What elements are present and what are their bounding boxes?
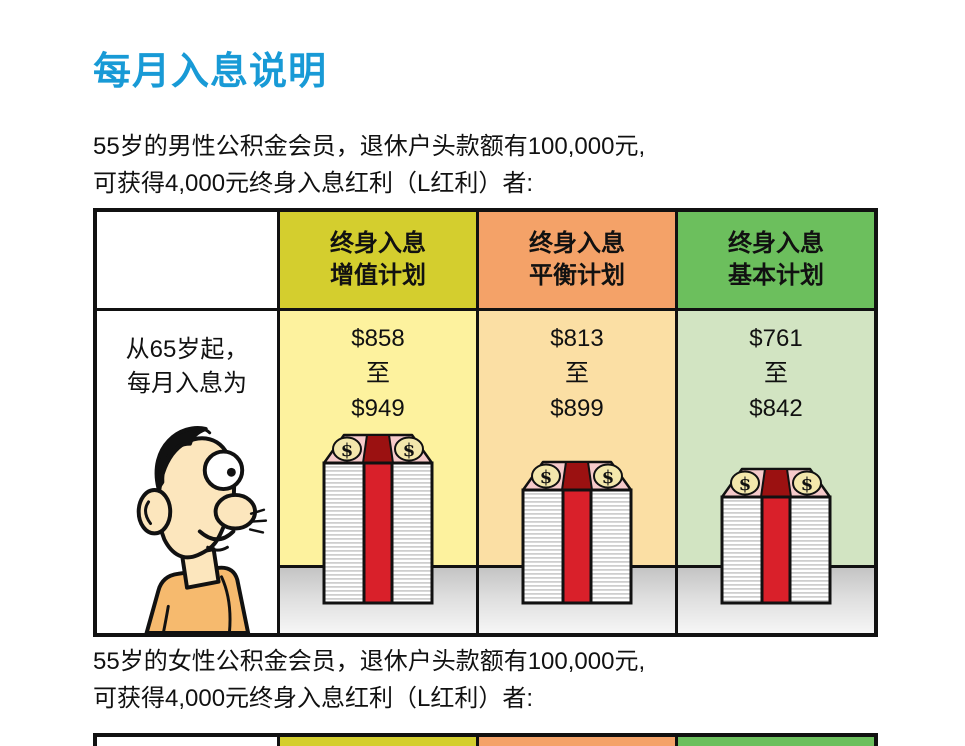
plan-name-line2: 平衡计划 bbox=[529, 262, 625, 289]
plan-name-line2: 增值计划 bbox=[330, 262, 426, 289]
plan-name-line1: 终身入息 bbox=[728, 230, 824, 257]
svg-text:$: $ bbox=[801, 474, 814, 495]
payout-min: $813 bbox=[550, 325, 604, 352]
cartoon-man-illustration bbox=[136, 426, 268, 633]
payout-max: $842 bbox=[749, 395, 803, 422]
intro-text-female: 55岁的女性公积金会员，退休户头款额有100,000元, 可获得4,000元终身… bbox=[93, 643, 645, 717]
payout-cell-balanced-plan: $813 至 $899 $ $ bbox=[479, 311, 675, 633]
page-title: 每月入息说明 bbox=[93, 51, 328, 93]
row-label-monthly-payout: 从65岁起， 每月入息为 bbox=[97, 311, 277, 633]
column-header-escalating-plan bbox=[280, 737, 476, 746]
payout-cell-basic-plan: $761 至 $842 $ $ bbox=[678, 311, 874, 633]
row-label-line1: 从65岁起， bbox=[125, 336, 249, 363]
money-stack-icon: $ $ bbox=[521, 460, 633, 605]
intro-text-male: 55岁的男性公积金会员，退休户头款额有100,000元, 可获得4,000元终身… bbox=[93, 128, 645, 202]
payout-range-word: 至 bbox=[565, 360, 589, 387]
column-header-balanced-plan: 终身入息 平衡计划 bbox=[479, 212, 675, 308]
row-label-line2: 每月入息为 bbox=[127, 370, 247, 397]
intro-text-male-line2: 可获得4,000元终身入息红利（L红利）者: bbox=[93, 170, 534, 197]
column-header-balanced-plan bbox=[479, 737, 675, 746]
plan-name-line2: 基本计划 bbox=[728, 262, 824, 289]
money-stack-icon: $ $ bbox=[322, 433, 434, 605]
payout-min: $858 bbox=[351, 325, 405, 352]
svg-text:$: $ bbox=[739, 474, 752, 495]
payout-min: $761 bbox=[749, 325, 803, 352]
plan-name-line1: 终身入息 bbox=[529, 230, 625, 257]
svg-text:$: $ bbox=[341, 440, 354, 461]
column-header-basic-plan bbox=[678, 737, 874, 746]
payout-range-word: 至 bbox=[366, 360, 390, 387]
column-header-escalating-plan: 终身入息 增值计划 bbox=[280, 212, 476, 308]
intro-text-male-line1: 55岁的男性公积金会员，退休户头款额有100,000元, bbox=[93, 133, 646, 160]
column-header-basic-plan: 终身入息 基本计划 bbox=[678, 212, 874, 308]
payout-max: $899 bbox=[550, 395, 604, 422]
income-table-male: 终身入息 增值计划 终身入息 平衡计划 终身入息 基本计划 从65岁起， 每月入… bbox=[93, 208, 878, 637]
intro-text-female-line1: 55岁的女性公积金会员，退休户头款额有100,000元, bbox=[93, 648, 646, 675]
table-corner-cell bbox=[97, 212, 277, 308]
payout-cell-escalating-plan: $858 至 $949 $ $ bbox=[280, 311, 476, 633]
svg-text:$: $ bbox=[403, 440, 416, 461]
income-table-female-partial bbox=[93, 733, 878, 746]
svg-text:$: $ bbox=[602, 467, 615, 488]
plan-name-line1: 终身入息 bbox=[330, 230, 426, 257]
svg-text:$: $ bbox=[540, 467, 553, 488]
table-corner-cell bbox=[97, 737, 277, 746]
intro-text-female-line2: 可获得4,000元终身入息红利（L红利）者: bbox=[93, 685, 534, 712]
payout-max: $949 bbox=[351, 395, 405, 422]
money-stack-icon: $ $ bbox=[720, 467, 832, 605]
payout-range-word: 至 bbox=[764, 360, 788, 387]
